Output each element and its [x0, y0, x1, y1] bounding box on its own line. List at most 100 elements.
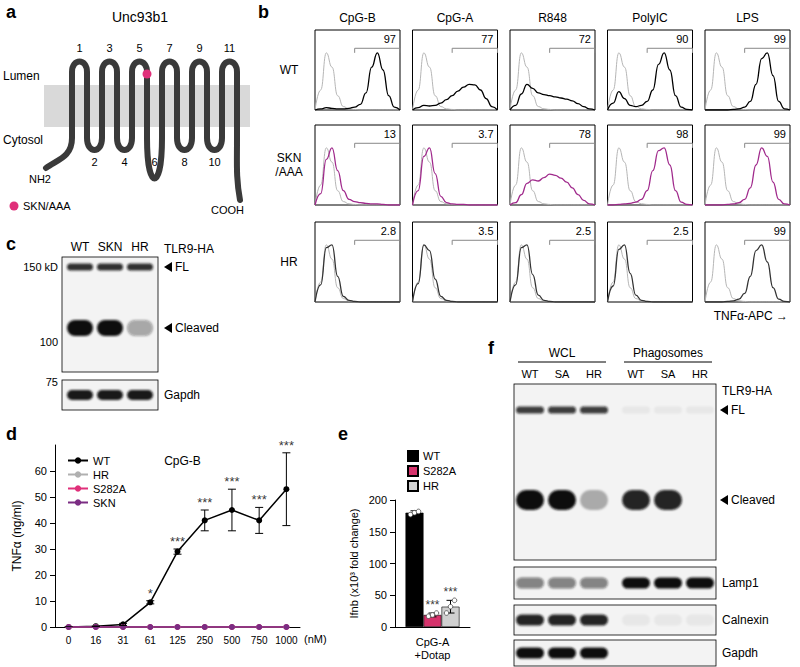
svg-text:Phagosomes: Phagosomes — [633, 346, 703, 360]
svg-text:WT: WT — [71, 240, 90, 254]
svg-text:S282A: S282A — [93, 483, 127, 495]
svg-text:+Dotap: +Dotap — [415, 649, 451, 661]
svg-text:3.7: 3.7 — [478, 128, 493, 140]
svg-text:SKN/AAA: SKN/AAA — [275, 151, 302, 178]
svg-text:98: 98 — [676, 128, 688, 140]
svg-text:HR: HR — [131, 240, 149, 254]
svg-text:10: 10 — [35, 595, 47, 607]
svg-text:CpG-B: CpG-B — [164, 454, 201, 468]
svg-text:99: 99 — [774, 225, 786, 237]
svg-text:150: 150 — [369, 526, 387, 538]
svg-text:Gapdh: Gapdh — [164, 388, 200, 402]
svg-text:99: 99 — [774, 33, 786, 45]
svg-text:150 kD: 150 kD — [23, 261, 58, 273]
svg-text:78: 78 — [579, 128, 591, 140]
svg-text:a: a — [6, 2, 17, 22]
svg-text:3.5: 3.5 — [478, 225, 493, 237]
svg-text:FL: FL — [175, 260, 189, 274]
svg-text:HR: HR — [93, 469, 109, 481]
svg-text:PolyIC: PolyIC — [632, 11, 668, 25]
svg-text:750: 750 — [251, 635, 268, 646]
svg-text:CpG-A: CpG-A — [437, 11, 474, 25]
svg-text:500: 500 — [224, 635, 241, 646]
svg-text:SKN: SKN — [98, 240, 123, 254]
svg-text:WT: WT — [627, 368, 644, 380]
svg-text:40: 40 — [35, 517, 47, 529]
svg-text:61: 61 — [145, 635, 157, 646]
svg-text:13: 13 — [384, 128, 396, 140]
svg-text:WT: WT — [423, 450, 440, 462]
svg-text:99: 99 — [774, 128, 786, 140]
svg-text:SKN/AAA: SKN/AAA — [23, 200, 71, 212]
svg-text:Gapdh: Gapdh — [722, 646, 758, 660]
svg-text:60: 60 — [35, 465, 47, 477]
svg-text:***: *** — [170, 534, 185, 549]
svg-text:f: f — [488, 338, 495, 358]
svg-text:***: *** — [224, 474, 239, 489]
svg-text:HR: HR — [280, 255, 298, 269]
svg-text:SKN: SKN — [93, 497, 116, 509]
svg-text:2.8: 2.8 — [381, 225, 396, 237]
svg-text:8: 8 — [181, 156, 187, 168]
svg-text:20: 20 — [35, 569, 47, 581]
svg-text:d: d — [6, 424, 17, 444]
svg-text:1: 1 — [76, 42, 82, 54]
svg-text:TNFα (ng/ml): TNFα (ng/ml) — [10, 501, 24, 572]
svg-text:***: *** — [197, 495, 212, 510]
svg-text:WT: WT — [280, 63, 299, 77]
svg-text:c: c — [6, 234, 16, 254]
svg-text:***: *** — [252, 492, 267, 507]
svg-text:(nM): (nM) — [304, 633, 327, 645]
svg-text:50: 50 — [35, 491, 47, 503]
svg-text:Lamp1: Lamp1 — [722, 576, 759, 590]
svg-text:WT: WT — [93, 455, 110, 467]
svg-text:Cytosol: Cytosol — [3, 133, 43, 147]
svg-text:125: 125 — [169, 635, 186, 646]
svg-text:0: 0 — [66, 635, 72, 646]
svg-text:Cleaved: Cleaved — [175, 321, 219, 335]
svg-text:SA: SA — [661, 368, 676, 380]
svg-text:250: 250 — [196, 635, 213, 646]
svg-text:FL: FL — [731, 403, 745, 417]
svg-text:TLR9-HA: TLR9-HA — [164, 242, 214, 256]
svg-text:TLR9-HA: TLR9-HA — [722, 384, 772, 398]
svg-text:SA: SA — [555, 368, 570, 380]
svg-text:200: 200 — [369, 494, 387, 506]
svg-text:77: 77 — [481, 33, 493, 45]
svg-text:9: 9 — [196, 42, 202, 54]
svg-text:2.5: 2.5 — [673, 225, 688, 237]
svg-text:Ifnb (x10³ fold change): Ifnb (x10³ fold change) — [348, 508, 360, 618]
svg-text:R848: R848 — [538, 11, 567, 25]
svg-text:***: *** — [443, 585, 457, 599]
svg-text:Lumen: Lumen — [3, 69, 40, 83]
svg-text:5: 5 — [136, 42, 142, 54]
svg-text:WCL: WCL — [549, 346, 576, 360]
svg-text:2.5: 2.5 — [576, 225, 591, 237]
svg-text:***: *** — [279, 438, 294, 453]
svg-text:0: 0 — [381, 621, 387, 633]
svg-text:b: b — [258, 2, 269, 22]
svg-text:16: 16 — [90, 635, 102, 646]
svg-text:6: 6 — [151, 156, 157, 168]
svg-text:Cleaved: Cleaved — [731, 493, 775, 507]
svg-text:3: 3 — [106, 42, 112, 54]
svg-text:50: 50 — [375, 589, 387, 601]
svg-text:TNFα-APC →: TNFα-APC → — [714, 309, 788, 323]
svg-text:30: 30 — [35, 543, 47, 555]
svg-text:90: 90 — [676, 33, 688, 45]
svg-text:100: 100 — [369, 558, 387, 570]
svg-text:Calnexin: Calnexin — [722, 613, 769, 627]
svg-text:*: * — [148, 586, 153, 601]
svg-text:100: 100 — [40, 336, 58, 348]
svg-text:***: *** — [425, 598, 439, 612]
svg-text:NH2: NH2 — [29, 173, 51, 185]
svg-text:Unc93b1: Unc93b1 — [112, 9, 168, 25]
svg-text:e: e — [338, 424, 348, 444]
svg-text:CpG-A: CpG-A — [416, 636, 450, 648]
svg-text:COOH: COOH — [211, 204, 244, 216]
svg-text:CpG-B: CpG-B — [339, 11, 376, 25]
svg-text:97: 97 — [384, 33, 396, 45]
svg-text:HR: HR — [692, 368, 708, 380]
svg-text:7: 7 — [166, 42, 172, 54]
svg-text:S282A: S282A — [423, 465, 457, 477]
